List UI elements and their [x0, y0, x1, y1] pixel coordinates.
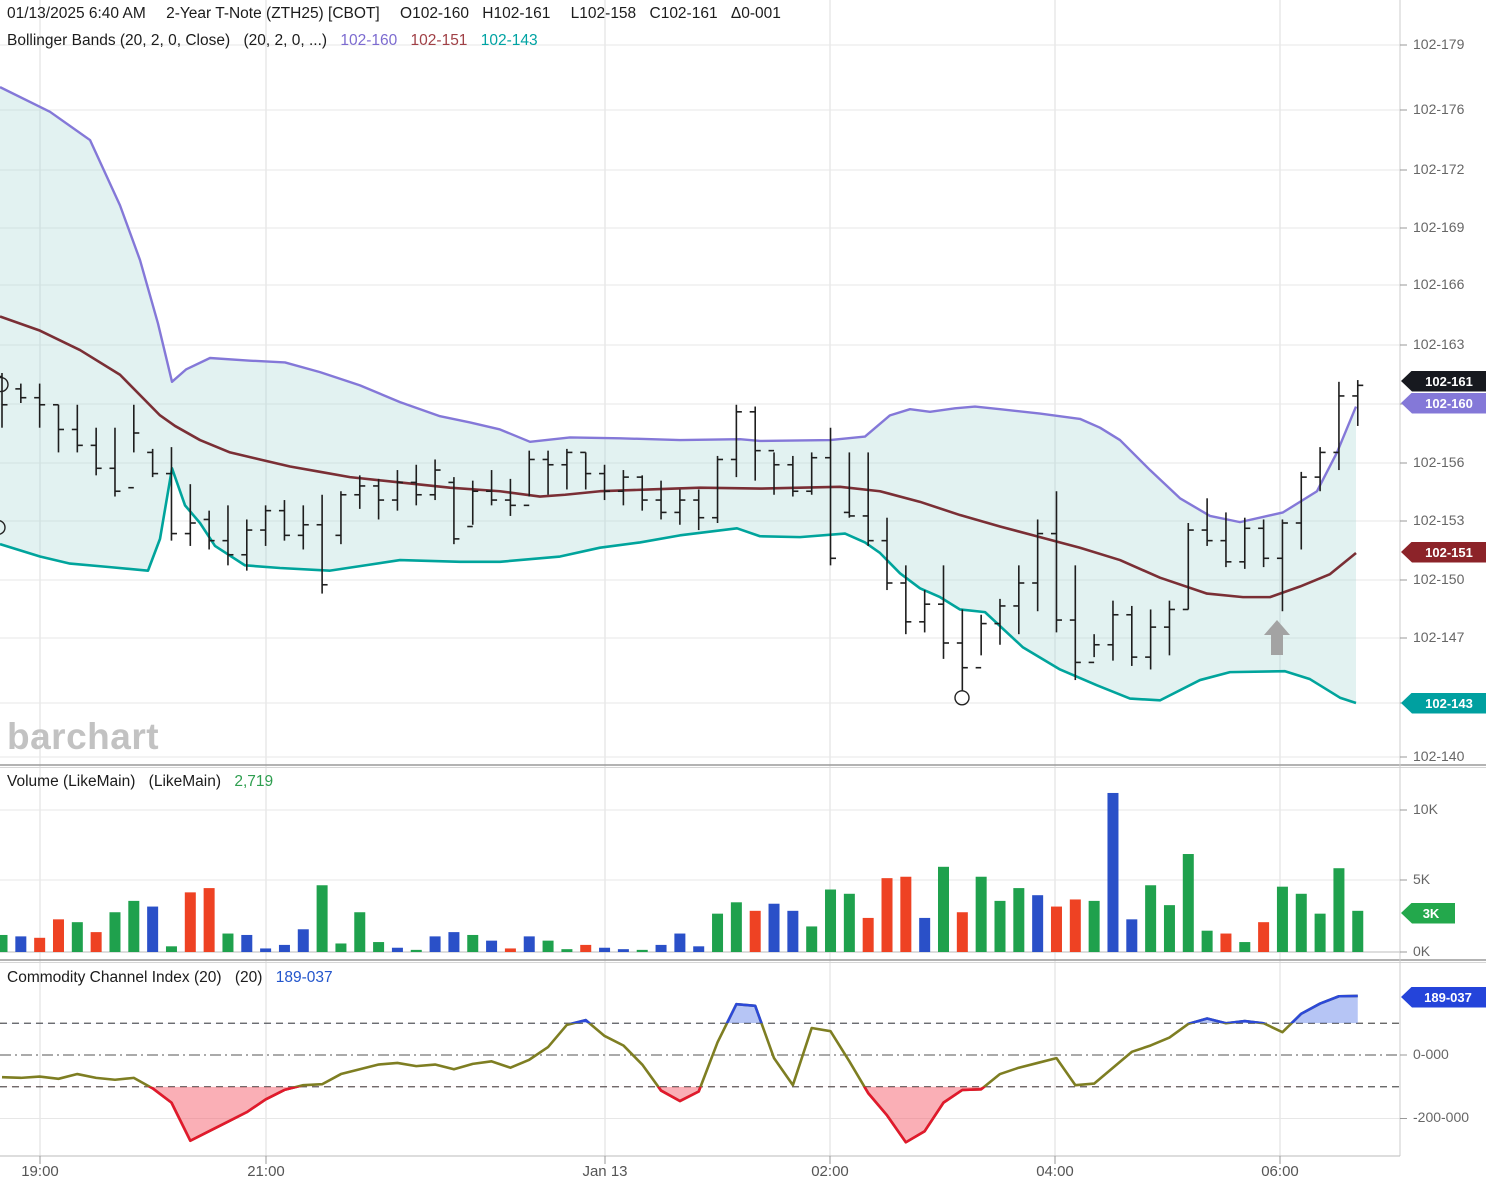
price-axis-label: 102-166 — [1413, 276, 1465, 292]
indicator-label: Bollinger Bands (20, 2, 0, Close) — [7, 32, 231, 49]
price-axis-label: 102-153 — [1413, 512, 1465, 528]
bb-lower-readout: 102-143 — [480, 32, 538, 49]
barchart-watermark-logo: barchart — [7, 716, 160, 757]
header-datetime: 01/13/2025 6:40 AM — [7, 5, 146, 22]
price-axis-label: 102-140 — [1413, 748, 1465, 764]
bb-middle-badge: 102-151 — [1401, 541, 1486, 563]
price-axis-label: 102-156 — [1413, 454, 1465, 470]
price-axis-label: 102-176 — [1413, 101, 1465, 117]
cci-params: (20) — [234, 969, 263, 986]
volume-bars — [0, 792, 1364, 952]
price-header: 01/13/2025 6:40 AM 2-Year T-Note (ZTH25)… — [7, 5, 790, 23]
x-axis-label: 04:00 — [1036, 1163, 1074, 1180]
bb-middle-readout: 102-151 — [410, 32, 468, 49]
volume-params: (LikeMain) — [148, 773, 222, 790]
up-arrow-marker — [1264, 620, 1290, 655]
cci-label: Commodity Channel Index (20) — [7, 969, 222, 986]
header-high: H102-161 — [482, 5, 551, 22]
cci-header: Commodity Channel Index (20) (20) 189-03… — [7, 969, 342, 987]
cci-axis-label: 0-000 — [1413, 1046, 1449, 1062]
price-axis-label: 102-179 — [1413, 36, 1465, 52]
volume-axis-label: 0K — [1413, 943, 1431, 959]
price-axis-label: 102-147 — [1413, 629, 1465, 645]
cci-badge: 189-037 — [1401, 986, 1486, 1008]
header-symbol: 2-Year T-Note (ZTH25) [CBOT] — [166, 5, 380, 22]
x-axis-label: 02:00 — [811, 1163, 849, 1180]
volume-label: Volume (LikeMain) — [7, 773, 136, 790]
volume-readout: 2,719 — [234, 773, 274, 790]
volume-axis-label: 5K — [1413, 871, 1431, 887]
header-low: L102-158 — [570, 5, 637, 22]
volume-badge: 3K — [1401, 902, 1455, 924]
bb-lower-badge: 102-143 — [1401, 692, 1486, 714]
header-close: C102-161 — [649, 5, 718, 22]
x-axis-label: 21:00 — [247, 1163, 285, 1180]
indicator-params: (20, 2, 0, ...) — [243, 32, 328, 49]
bb-upper-badge: 102-160 — [1401, 392, 1486, 414]
header-open: O102-160 — [400, 5, 469, 22]
volume-axis-label: 10K — [1413, 801, 1438, 817]
price-axis-label: 102-150 — [1413, 571, 1465, 587]
price-axis-label: 102-169 — [1413, 219, 1465, 235]
volume-header: Volume (LikeMain) (LikeMain) 2,719 — [7, 773, 282, 791]
price-axis-label: 102-163 — [1413, 336, 1465, 352]
bb-upper-readout: 102-160 — [340, 32, 398, 49]
cci-readout: 189-037 — [275, 969, 333, 986]
x-axis-label: 19:00 — [21, 1163, 59, 1180]
indicator-header: Bollinger Bands (20, 2, 0, Close) (20, 2… — [7, 32, 547, 50]
ohlc-bars — [0, 373, 1364, 691]
last-price-badge: 102-161 — [1401, 370, 1486, 392]
x-axis-label: Jan 13 — [582, 1163, 628, 1180]
cci-axis-label: -200-000 — [1413, 1109, 1470, 1125]
price-axis-label: 102-172 — [1413, 161, 1465, 177]
x-axis-label: 06:00 — [1261, 1163, 1299, 1180]
header-change: Δ0-001 — [730, 5, 781, 22]
